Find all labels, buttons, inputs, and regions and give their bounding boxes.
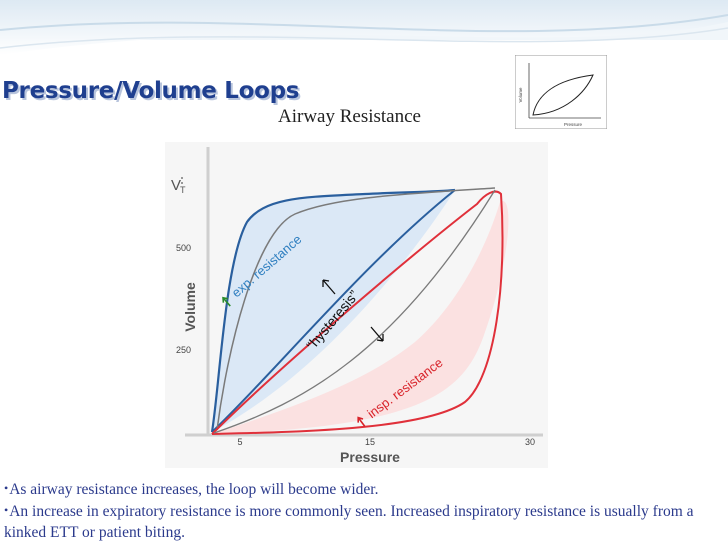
y-symbol-subscript: T (180, 185, 186, 195)
slide-title: Pressure/Volume Loops (2, 78, 300, 104)
x-tick-30: 30 (525, 437, 535, 447)
normal-loop-inflation (211, 189, 456, 433)
insp-resistance-loop (211, 190, 504, 435)
x-axis-title: Pressure (340, 449, 400, 465)
bullet-list: •As airway resistance increases, the loo… (4, 478, 724, 543)
hysteresis-arrow-down-icon (370, 326, 384, 342)
hysteresis-arrow-up-icon (322, 279, 336, 295)
thumbnail-x-label: Pressure (564, 122, 583, 127)
normal-loop-thumbnail: Volume Pressure (515, 55, 607, 129)
pv-loop-figure: V T Volume Pressure 500 250 5 15 30 exp.… (165, 142, 548, 468)
thumbnail-loop (532, 74, 594, 116)
bullet-text: An increase in expiratory resistance is … (4, 503, 694, 541)
bullet-marker: • (4, 481, 9, 495)
slide-subtitle: Airway Resistance (278, 106, 421, 127)
y-tick-250: 250 (176, 345, 191, 355)
bullet-marker: • (4, 503, 9, 517)
y-symbol: V (171, 177, 181, 194)
exp-resistance-loop (210, 188, 456, 433)
y-tick-500: 500 (176, 243, 191, 253)
exp-resistance-area (212, 190, 455, 432)
normal-loop-inflation-gray (213, 189, 496, 434)
background-swoosh (0, 0, 728, 55)
thumbnail-y-label: Volume (518, 87, 523, 103)
bullet-item: •As airway resistance increases, the loo… (4, 478, 724, 500)
bullet-text: As airway resistance increases, the loop… (9, 481, 379, 498)
insp-arrow-icon (357, 416, 366, 427)
y-axis-title: Volume (182, 282, 198, 332)
x-tick-15: 15 (365, 437, 375, 447)
bullet-item: •An increase in expiratory resistance is… (4, 500, 724, 543)
normal-loop-deflation (216, 187, 496, 431)
insp-resistance-area (212, 201, 509, 434)
exp-arrow-icon (222, 296, 231, 307)
x-tick-5: 5 (237, 437, 242, 447)
